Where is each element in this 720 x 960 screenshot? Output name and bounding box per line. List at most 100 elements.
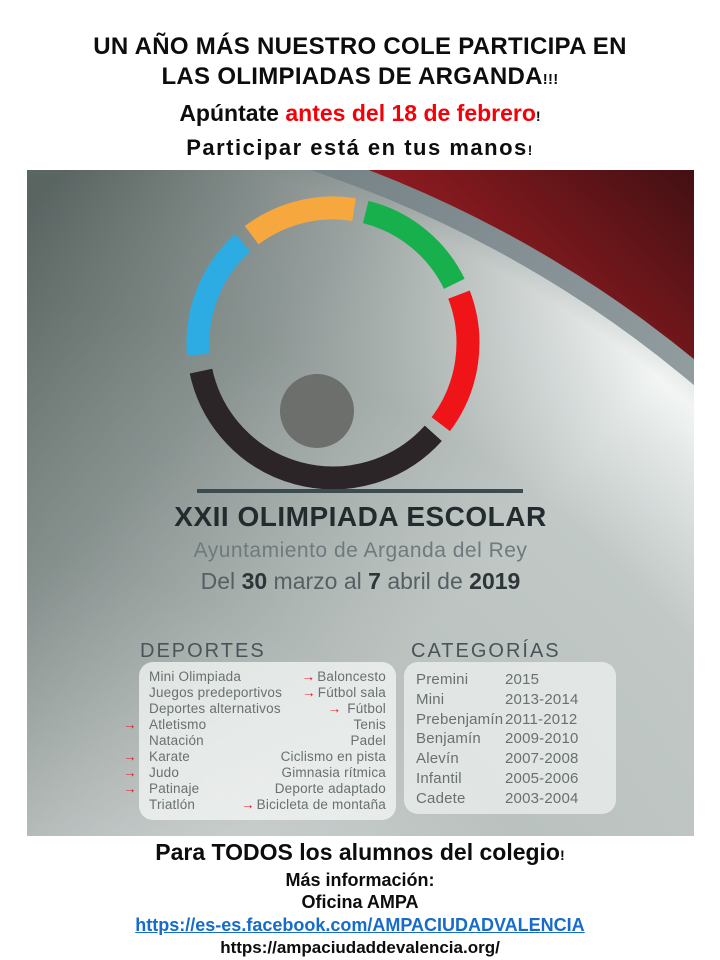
sport-name-left: → Patinaje (123, 781, 200, 797)
sport-name-left: Mini Olimpiada (149, 669, 242, 684)
ring-segment-blue (186, 234, 251, 356)
category-row: Infantil 2005-2006 (416, 769, 604, 789)
sports-row: → Patinaje Deporte adaptado (123, 781, 386, 797)
sport-label: Fútbol sala (317, 685, 386, 700)
category-row: Mini 2013-2014 (416, 690, 604, 710)
sports-row: Deportes alternativos → Fútbol (149, 701, 386, 717)
category-years: 2005-2006 (505, 769, 579, 787)
category-name: Infantil (416, 769, 462, 787)
poster-title: XXII OLIMPIADA ESCOLAR (174, 501, 547, 532)
arrow-icon: → (327, 701, 342, 716)
sport-name-left: Juegos predeportivos (149, 685, 283, 700)
category-years: 2007-2008 (505, 750, 579, 768)
sports-row: Triatlón → Bicicleta de montaña (149, 797, 386, 813)
category-name: Premini (416, 671, 469, 688)
category-row: Cadete 2003-2004 (416, 789, 604, 809)
title-line1: UN AÑO MÁS NUESTRO COLE PARTICIPA EN (93, 33, 627, 60)
sport-label: Judo (149, 765, 180, 780)
category-years: 2009-2010 (505, 730, 579, 748)
sport-label: Fútbol (347, 701, 386, 716)
tagline-text: Participar está en tus manos (186, 135, 528, 160)
category-name: Alevín (416, 750, 459, 768)
dates-word1: Del (200, 568, 242, 594)
signup-deadline: antes del 18 de febrero (285, 100, 536, 126)
poster-dates: Del 30 marzo al 7 abril de 2019 (27, 568, 694, 595)
sport-label: Baloncesto (317, 669, 386, 684)
footer-all-students: Para TODOS los alumnos del colegio! (0, 839, 720, 866)
sports-section-heading: DEPORTES (140, 640, 266, 662)
sport-name-left: → Karate (123, 749, 190, 765)
title-line2: LAS OLIMPIADAS DE ARGANDA (161, 63, 543, 90)
category-years: 2013-2014 (505, 690, 579, 708)
dates-word2: marzo al (267, 568, 369, 594)
category-row: Prebenjamín 2011-2012 (416, 710, 604, 730)
sport-label: Patinaje (149, 781, 200, 796)
ring-segment-red (431, 290, 480, 432)
category-row: Alevín 2007-2008 (416, 749, 604, 769)
signup-prefix: Apúntate (179, 100, 286, 126)
dates-day2: 7 (368, 568, 381, 594)
category-years: 2003-2004 (505, 789, 579, 807)
category-row: Benjamín 2009-2010 (416, 729, 604, 749)
sports-row: → Karate Ciclismo en pista (123, 749, 386, 765)
sport-name-left: Natación (149, 733, 204, 748)
categories-section-heading: CATEGORÍAS (411, 640, 561, 662)
olympic-ring-logo (186, 196, 480, 490)
category-name: Prebenjamín (416, 710, 504, 728)
sport-name-right: Gimnasia rítmica (281, 765, 386, 780)
divider-line (197, 489, 523, 493)
signup-exclamation: ! (535, 109, 541, 125)
footer: Para TODOS los alumnos del colegio! Más … (0, 839, 720, 958)
signup-line: Apúntate antes del 18 de febrero! (0, 100, 720, 127)
tagline: Participar está en tus manos! (0, 135, 720, 161)
dates-day1: 30 (241, 568, 268, 594)
sport-name-left: Triatlón (149, 797, 196, 812)
category-years: 2015 (505, 671, 540, 688)
footer-more-info: Más información: (285, 870, 435, 890)
sports-row: Natación Padel (149, 733, 386, 749)
ring-segment-green (362, 200, 465, 290)
sports-row: Mini Olimpiada → Baloncesto (149, 669, 386, 685)
sport-name-right: Padel (350, 733, 386, 748)
poster-subtitle: Ayuntamiento de Arganda del Rey (193, 539, 528, 562)
sport-label: Karate (149, 749, 190, 764)
category-name: Cadete (416, 789, 466, 807)
category-years: 2011-2012 (505, 710, 578, 728)
sport-name-right: → Bicicleta de montaña (241, 797, 386, 813)
arrow-icon: → (123, 717, 137, 732)
sport-name-right: → Fútbol sala (302, 685, 386, 701)
sport-name-right: Deporte adaptado (274, 781, 386, 796)
sport-name-left: → Judo (123, 765, 180, 781)
categories-list-box: Premini 2015 Mini 2013-2014 Prebenjamín … (404, 662, 616, 814)
sports-row: → Judo Gimnasia rítmica (123, 765, 386, 781)
ring-center-dot (280, 374, 354, 448)
arrow-icon: → (240, 797, 255, 812)
sport-name-right: → Fútbol (328, 701, 386, 717)
sport-label: Atletismo (149, 717, 207, 732)
ring-segment-orange (244, 196, 356, 245)
arrow-icon: → (123, 781, 137, 796)
arrow-icon: → (123, 765, 137, 780)
sports-list-box: Mini Olimpiada → Baloncesto Juegos predep… (123, 662, 396, 820)
sports-row: Juegos predeportivos → Fútbol sala (149, 685, 386, 701)
sports-row: → Atletismo Tenis (123, 717, 386, 733)
arrow-icon: → (301, 669, 316, 684)
ring-segment-black (189, 368, 442, 490)
category-name: Mini (416, 690, 445, 708)
sport-name-right: Tenis (353, 717, 386, 732)
facebook-link[interactable]: https://es-es.facebook.com/AMPACIUDADVAL… (135, 915, 585, 935)
dates-year: 2019 (469, 568, 521, 594)
arrow-icon: → (302, 685, 316, 700)
sport-name-right: Ciclismo en pista (280, 749, 386, 764)
olympics-poster: XXII OLIMPIADA ESCOLAR Ayuntamiento de A… (27, 170, 694, 836)
footer-exclamation: ! (560, 848, 565, 864)
title-exclamations: !!! (542, 72, 559, 88)
sport-name-left: → Atletismo (123, 717, 207, 733)
sport-name-right: → Baloncesto (302, 669, 387, 685)
arrow-icon: → (123, 749, 137, 764)
org-url-text: https://ampaciudaddevalencia.org/ (220, 938, 500, 957)
footer-office-ampa: Oficina AMPA (301, 892, 419, 912)
page-title: UN AÑO MÁS NUESTRO COLE PARTICIPA EN LAS… (0, 32, 720, 95)
tagline-exclamation: ! (527, 143, 534, 158)
dates-word3: abril de (380, 568, 470, 594)
